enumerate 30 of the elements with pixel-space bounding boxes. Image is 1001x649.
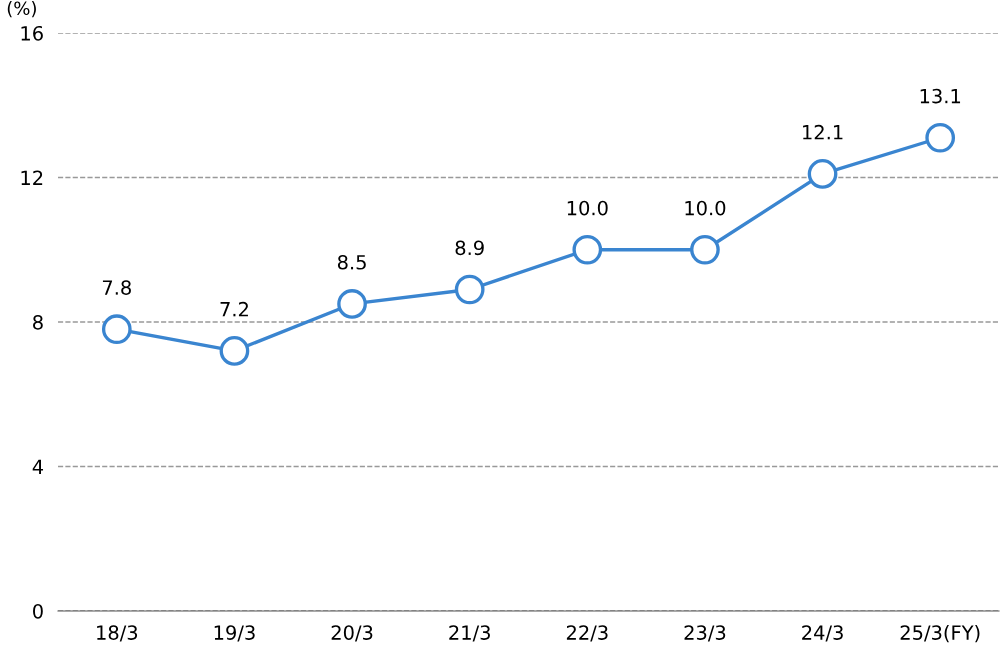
x-tick-label: 22/3 xyxy=(566,625,608,642)
x-tick-label: 20/3 xyxy=(331,625,373,642)
x-tick-label: 19/3 xyxy=(214,625,255,642)
text: 7.8 xyxy=(102,280,131,295)
point xyxy=(454,274,485,305)
text: 12.1 xyxy=(803,124,843,140)
point xyxy=(572,234,603,265)
point xyxy=(807,159,838,189)
point xyxy=(925,122,956,153)
x-tick-label: 18/3 xyxy=(97,625,138,642)
point xyxy=(337,289,367,319)
x-tick-label: 25/3(FY) xyxy=(900,624,980,643)
text: 10.0 xyxy=(685,200,726,216)
text: 8.9 xyxy=(455,240,484,256)
text: 10.0 xyxy=(567,200,608,216)
y-tick-label: 16 xyxy=(21,25,43,41)
x-tick-label: 23/3 xyxy=(684,625,726,642)
text: 8.5 xyxy=(337,254,366,270)
y-axis-title: (%) xyxy=(7,1,36,18)
text: 13.1 xyxy=(920,88,961,104)
x-tick-label: 24/3 xyxy=(802,625,843,642)
point xyxy=(690,234,720,265)
y-tick-label: 4 xyxy=(32,459,44,474)
y-tick-label: 12 xyxy=(21,170,43,185)
y-tick-label: 8 xyxy=(33,314,43,330)
text: 7.2 xyxy=(220,301,248,317)
point xyxy=(219,336,250,366)
y-tick-label: 0 xyxy=(33,603,43,619)
x-tick-label: 21/3 xyxy=(449,625,490,642)
point xyxy=(101,314,132,345)
